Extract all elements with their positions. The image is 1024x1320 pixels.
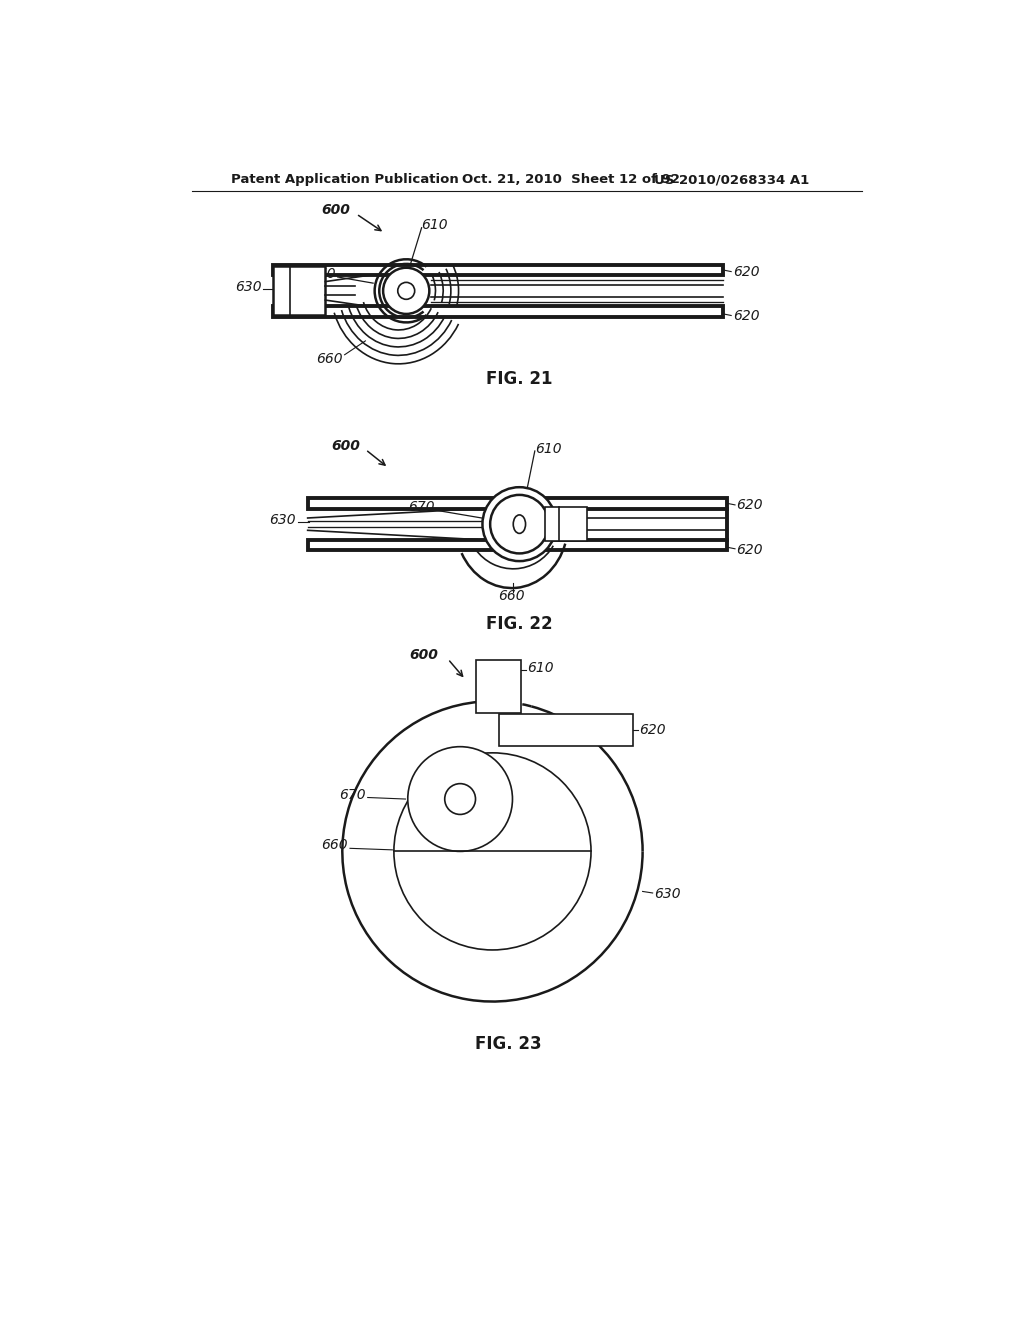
Circle shape (490, 495, 549, 553)
Circle shape (394, 752, 591, 950)
Text: 600: 600 (331, 438, 360, 453)
Text: 600: 600 (322, 203, 350, 216)
Circle shape (383, 268, 429, 314)
Text: 630: 630 (234, 280, 261, 294)
Text: 620: 620 (640, 723, 667, 737)
Text: 610: 610 (422, 218, 449, 232)
Text: 600: 600 (410, 648, 438, 663)
Bar (499, 714, 634, 746)
Text: 620: 620 (733, 264, 760, 279)
Text: 630: 630 (269, 513, 296, 527)
Text: FIG. 22: FIG. 22 (486, 615, 553, 634)
Circle shape (482, 487, 556, 561)
Text: 670: 670 (409, 500, 435, 515)
Text: FIG. 21: FIG. 21 (486, 371, 553, 388)
Text: FIG. 23: FIG. 23 (474, 1035, 541, 1053)
Circle shape (408, 747, 512, 851)
Text: US 2010/0268334 A1: US 2010/0268334 A1 (654, 173, 809, 186)
Text: 660: 660 (499, 589, 525, 603)
Text: 620: 620 (736, 498, 763, 512)
Bar (307, 540, 727, 550)
Circle shape (444, 784, 475, 814)
Text: 660: 660 (322, 838, 348, 853)
Text: 670: 670 (309, 267, 336, 281)
Text: 610: 610 (535, 442, 561, 455)
Circle shape (397, 282, 415, 300)
Bar (273, 306, 724, 317)
Text: 610: 610 (527, 661, 554, 675)
Ellipse shape (513, 515, 525, 533)
Text: 620: 620 (736, 543, 763, 557)
Text: 660: 660 (315, 351, 342, 366)
Bar (307, 498, 727, 508)
Text: Patent Application Publication: Patent Application Publication (230, 173, 459, 186)
Bar (476, 660, 521, 713)
Text: Oct. 21, 2010  Sheet 12 of 92: Oct. 21, 2010 Sheet 12 of 92 (462, 173, 680, 186)
Text: 630: 630 (654, 887, 681, 900)
Bar (545, 507, 587, 541)
Text: 620: 620 (733, 309, 760, 323)
Bar (273, 264, 724, 276)
Text: 670: 670 (339, 788, 366, 803)
Bar (273, 267, 326, 315)
